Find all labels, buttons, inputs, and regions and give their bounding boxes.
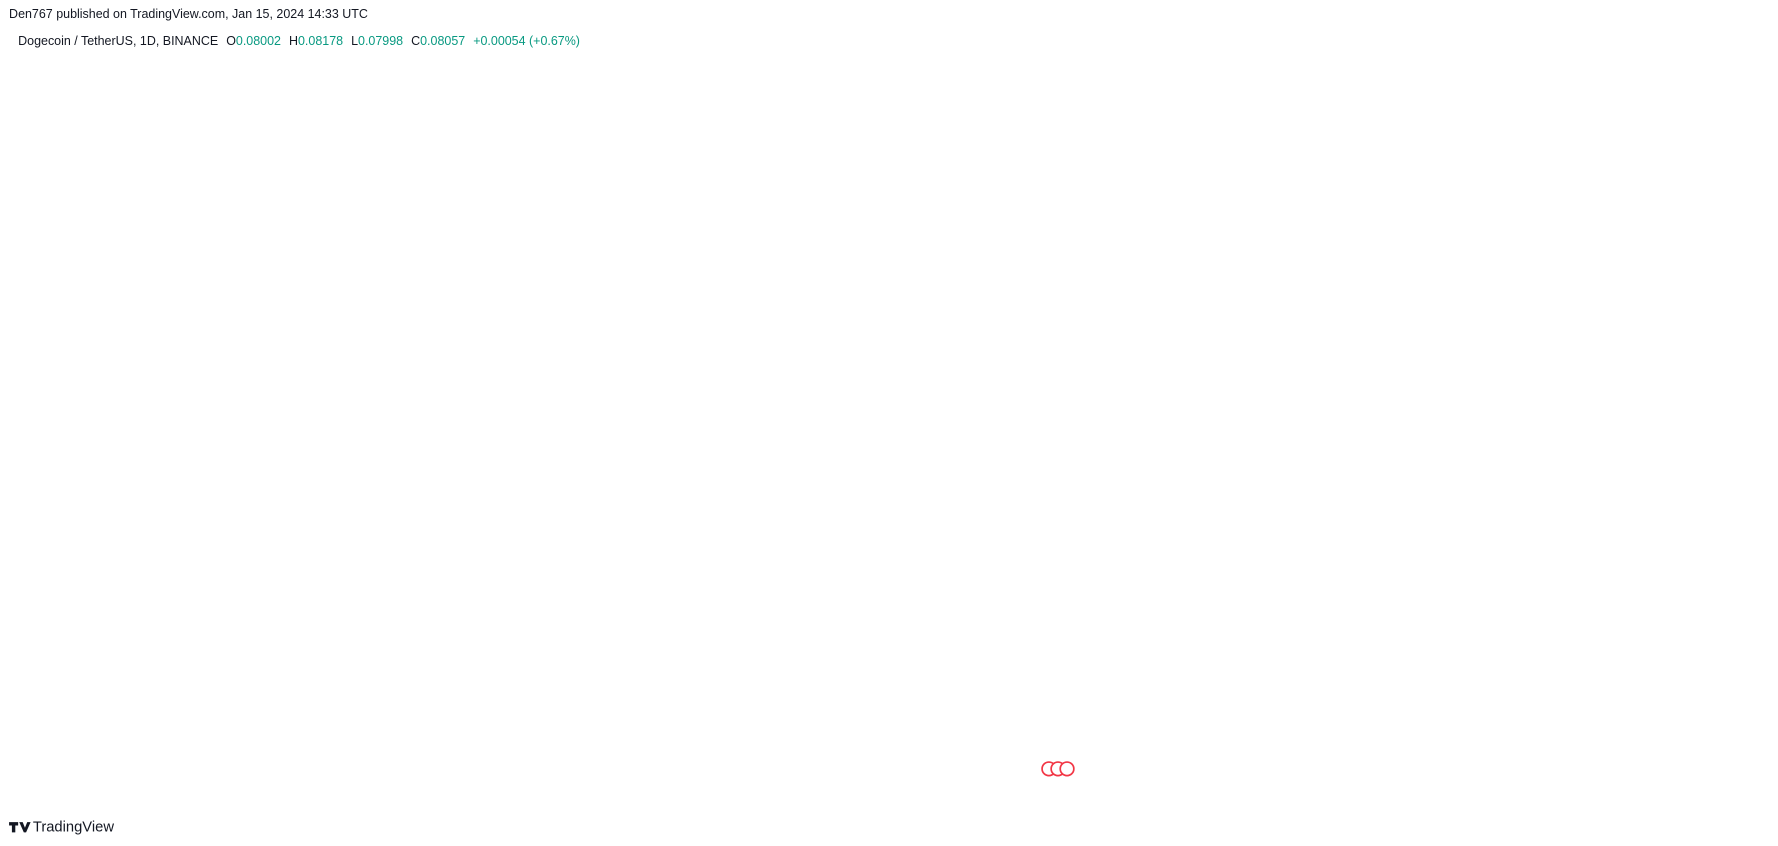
event-icons (1041, 761, 1075, 777)
published-note: Den767 published on TradingView.com, Jan… (9, 7, 368, 21)
logo-text: TradingView (33, 820, 114, 836)
open-value: 0.08002 (236, 34, 281, 48)
event-icon (1059, 761, 1075, 777)
legend-header: Dogecoin / TetherUS, 1D, BINANCE O0.0800… (18, 34, 580, 48)
close-value: 0.08057 (420, 34, 465, 48)
open-letter: O (226, 34, 236, 48)
high-letter: H (289, 34, 298, 48)
symbol: Dogecoin / TetherUS, 1D, BINANCE (18, 34, 218, 48)
high-value: 0.08178 (298, 34, 343, 48)
logo-mark (9, 822, 31, 833)
logo: TradingView (9, 820, 114, 836)
low-letter: L (351, 34, 358, 48)
close-letter: C (411, 34, 420, 48)
low-value: 0.07998 (358, 34, 403, 48)
change: +0.00054 (+0.67%) (473, 34, 580, 48)
